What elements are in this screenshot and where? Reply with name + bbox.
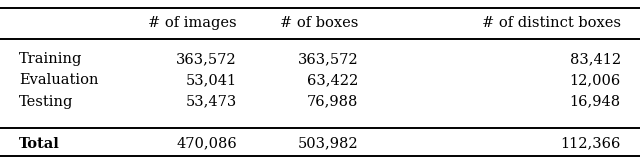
Text: 470,086: 470,086 [176, 136, 237, 151]
Text: 12,006: 12,006 [570, 73, 621, 87]
Text: 363,572: 363,572 [298, 52, 358, 66]
Text: 503,982: 503,982 [298, 136, 358, 151]
Text: Total: Total [19, 136, 60, 151]
Text: 53,473: 53,473 [186, 95, 237, 109]
Text: Evaluation: Evaluation [19, 73, 99, 87]
Text: 53,041: 53,041 [186, 73, 237, 87]
Text: 16,948: 16,948 [570, 95, 621, 109]
Text: 76,988: 76,988 [307, 95, 358, 109]
Text: Testing: Testing [19, 95, 74, 109]
Text: 112,366: 112,366 [561, 136, 621, 151]
Text: 363,572: 363,572 [176, 52, 237, 66]
Text: Training: Training [19, 52, 83, 66]
Text: # of images: # of images [148, 16, 237, 30]
Text: # of distinct boxes: # of distinct boxes [482, 16, 621, 30]
Text: 83,412: 83,412 [570, 52, 621, 66]
Text: # of boxes: # of boxes [280, 16, 358, 30]
Text: 63,422: 63,422 [307, 73, 358, 87]
